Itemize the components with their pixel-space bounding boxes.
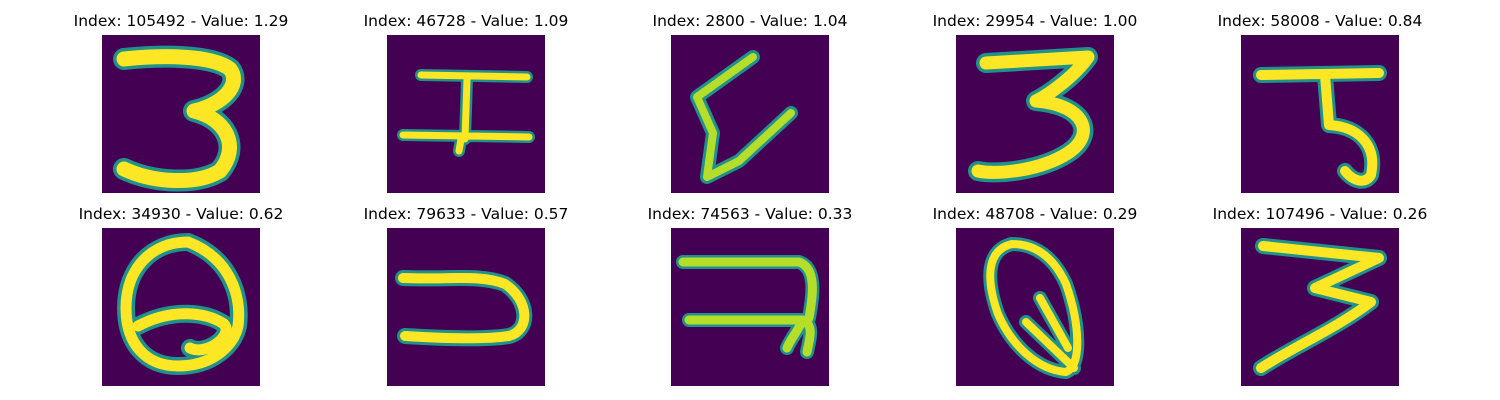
handwritten-glyph-image [671, 228, 829, 386]
handwritten-glyph-image [1241, 35, 1399, 193]
handwritten-glyph-image [387, 35, 545, 193]
handwritten-glyph-image [671, 35, 829, 193]
handwritten-glyph-image [956, 228, 1114, 386]
panel-title: Index: 29954 - Value: 1.00 [932, 12, 1138, 30]
panel-title: Index: 34930 - Value: 0.62 [78, 205, 284, 223]
handwritten-glyph-image [956, 35, 1114, 193]
panel-title: Index: 107496 - Value: 0.26 [1212, 205, 1428, 223]
panel-title: Index: 58008 - Value: 0.84 [1217, 12, 1423, 30]
panel-title: Index: 79633 - Value: 0.57 [363, 205, 569, 223]
handwritten-glyph-image [1241, 228, 1399, 386]
panel-title: Index: 46728 - Value: 1.09 [363, 12, 569, 30]
panel-title: Index: 2800 - Value: 1.04 [652, 12, 848, 30]
panel-title: Index: 74563 - Value: 0.33 [647, 205, 853, 223]
handwritten-glyph-image [102, 228, 260, 386]
panel-title: Index: 105492 - Value: 1.29 [73, 12, 289, 30]
handwritten-glyph-image [102, 35, 260, 193]
panel-title: Index: 48708 - Value: 0.29 [932, 205, 1138, 223]
handwritten-glyph-image [387, 228, 545, 386]
